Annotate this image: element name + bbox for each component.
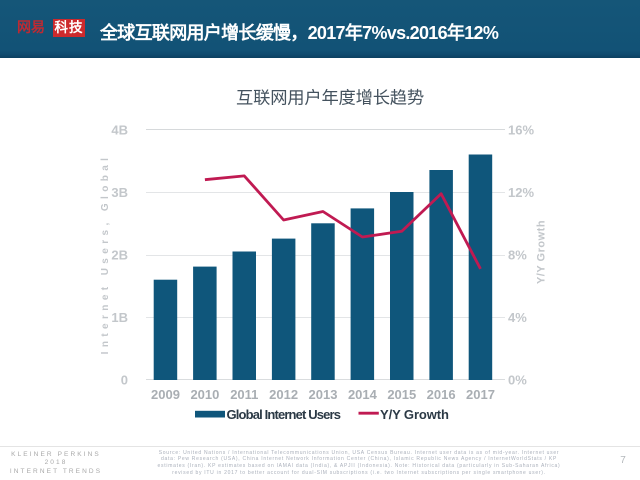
svg-text:2015: 2015 xyxy=(387,387,416,402)
svg-text:0%: 0% xyxy=(508,373,527,388)
svg-text:Internet Users, Global: Internet Users, Global xyxy=(100,154,111,355)
svg-text:1B: 1B xyxy=(111,310,128,325)
svg-text:0: 0 xyxy=(121,373,128,388)
svg-text:12%: 12% xyxy=(508,185,534,200)
svg-text:2011: 2011 xyxy=(230,387,258,402)
svg-text:2016: 2016 xyxy=(427,387,456,402)
svg-text:4B: 4B xyxy=(111,123,128,138)
svg-text:2014: 2014 xyxy=(348,387,378,402)
svg-text:2010: 2010 xyxy=(190,387,219,402)
svg-text:2017: 2017 xyxy=(466,387,495,402)
svg-text:8%: 8% xyxy=(508,248,527,263)
svg-text:2012: 2012 xyxy=(269,387,298,402)
svg-text:互联网用户年度增长趋势: 互联网用户年度增长趋势 xyxy=(236,88,424,108)
svg-text:Global Internet Users: Global Internet Users xyxy=(227,407,341,422)
svg-text:2009: 2009 xyxy=(151,387,180,402)
svg-text:Y/Y Growth: Y/Y Growth xyxy=(380,407,449,422)
svg-text:2013: 2013 xyxy=(309,387,338,402)
svg-text:2B: 2B xyxy=(111,248,128,263)
svg-text:4%: 4% xyxy=(508,310,527,325)
svg-text:16%: 16% xyxy=(508,123,534,138)
svg-text:3B: 3B xyxy=(111,185,128,200)
svg-text:Y/Y Growth: Y/Y Growth xyxy=(536,220,548,284)
